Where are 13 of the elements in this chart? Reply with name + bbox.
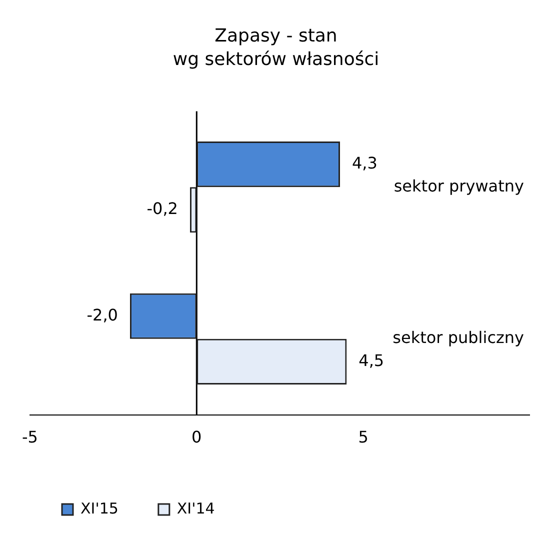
y-tick-label: sektor publiczny — [392, 328, 524, 348]
data-label: 4,3 — [352, 153, 378, 172]
data-label: -2,0 — [86, 305, 118, 324]
x-tick-label: -5 — [22, 428, 38, 447]
legend-label: XI'14 — [176, 499, 215, 518]
data-label: 4,5 — [358, 350, 384, 370]
chart-title: Zapasy - stan — [214, 25, 338, 46]
data-label: -0,2 — [146, 199, 178, 218]
x-tick-label: 0 — [192, 428, 202, 447]
legend-label: XI'15 — [80, 499, 118, 518]
chart-subtitle: wg sektorów własności — [172, 49, 380, 70]
x-tick-label: 5 — [358, 428, 368, 447]
y-tick-label: sektor prywatny — [394, 176, 524, 196]
